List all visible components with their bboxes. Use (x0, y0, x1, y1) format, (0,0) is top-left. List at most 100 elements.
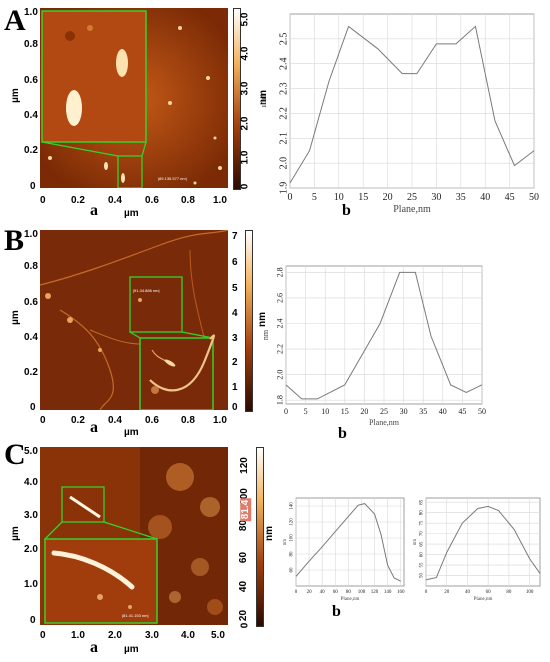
profile-chart-c2: 0 20 40 60 80 100 50 55 60 65 70 75 80 85 Plane,nm nm (410, 490, 546, 602)
colorbar-tick: 20 (238, 609, 250, 622)
y-tick: 0 (30, 402, 36, 413)
x-tick: 5.0 (211, 630, 225, 641)
y-tick: 4.0 (24, 477, 38, 488)
x-tick-label: 120 (371, 590, 379, 595)
x-tick-label: 0 (288, 192, 293, 203)
x-tick-label: 45 (505, 192, 515, 203)
colorbar-tick: 3.0 (239, 81, 251, 96)
x-tick-label: 20 (383, 192, 393, 203)
x-tick-label: 10 (321, 407, 329, 416)
sub-label-a-a: a (90, 202, 98, 219)
afm-image-b: |91.34.886 nm| (40, 230, 228, 410)
profile-line (285, 271, 483, 400)
afm-inset-a (41, 10, 147, 143)
colorbar-tick: 60 (238, 551, 250, 564)
y-unit-a: µm (9, 88, 21, 103)
colorbar-tick: 40 (238, 580, 250, 593)
colorbar-tick: 4 (232, 308, 238, 319)
x-axis-label: Plane,nm (341, 597, 360, 602)
x-axis-label: Plane,nm (393, 204, 431, 215)
x-tick-label: 50 (529, 192, 539, 203)
x-tick-label: 20 (444, 590, 450, 595)
y-axis-label: nm (262, 94, 269, 107)
y-unit-b: µm (9, 310, 21, 325)
x-tick-label: 25 (407, 192, 417, 203)
colorbar-tick: 4.0 (239, 46, 251, 61)
afm-image-a: |89.135.577 nm| (40, 8, 228, 188)
x-tick-label: 5 (304, 407, 308, 416)
x-tick-label: 160 (397, 590, 405, 595)
colorbar-marker-c: 81.4 (240, 497, 252, 522)
y-tick-label: 55 (420, 562, 425, 568)
colorbar-tick: 0 (239, 622, 251, 629)
x-axis-label: Plane,nm (474, 597, 493, 602)
afm-inset-c: |81.41.153 nm| (44, 538, 158, 624)
y-tick: 0.6 (24, 297, 38, 308)
colorbar-tick: 1 (232, 382, 238, 393)
y-tick-label: 2.3 (278, 82, 289, 95)
afm-image-c: |81.41.153 nm| (40, 447, 228, 625)
colorbar-tick: 6 (232, 257, 238, 268)
x-tick-label: 5 (312, 192, 317, 203)
y-tick-label: 60 (290, 567, 295, 573)
x-unit-b: µm (124, 427, 139, 438)
colorbar-a (233, 8, 241, 190)
y-tick-label: 2.6 (275, 293, 284, 303)
y-tick: 3.0 (24, 510, 38, 521)
x-tick-label: 60 (486, 590, 492, 595)
colorbar-tick: 0 (232, 402, 238, 413)
y-tick: 0.2 (24, 145, 38, 156)
colorbar-tick: 5 (232, 283, 238, 294)
x-tick-label: 15 (358, 192, 368, 203)
y-unit-c: µm (9, 526, 21, 541)
x-tick-label: 0 (295, 590, 298, 595)
sub-label-a-c: a (90, 639, 98, 656)
x-tick-label: 0 (284, 407, 288, 416)
panel-letter-c-main: C (4, 438, 26, 471)
y-tick: 0.4 (24, 332, 38, 343)
x-tick-label: 20 (307, 590, 313, 595)
y-tick-label: 1.9 (278, 182, 289, 195)
x-unit-c: µm (124, 644, 139, 655)
x-tick-label: 60 (333, 590, 339, 595)
colorbar-tick: 2.0 (239, 116, 251, 131)
sub-label-b-a: b (342, 202, 351, 219)
y-tick-label: 2.1 (278, 132, 289, 145)
y-tick-label: 2.5 (278, 33, 289, 46)
y-tick: 2.0 (24, 544, 38, 555)
y-axis-label: nm (262, 329, 270, 340)
colorbar-tick: 5.0 (239, 12, 251, 27)
plot-area (425, 497, 541, 587)
y-tick-label: 80 (420, 510, 425, 516)
x-tick: 0.8 (181, 415, 195, 426)
x-tick: 1.0 (213, 415, 227, 426)
y-tick-label: 120 (290, 518, 295, 526)
x-tick-label: 80 (346, 590, 352, 595)
y-tick-label: 70 (420, 531, 425, 537)
y-tick-label: 80 (290, 551, 295, 557)
profile-chart-a: 0 5 10 15 20 25 30 35 40 45 50 1.9 2.0 2.1 2.2 2.3 2.4 2.… (258, 6, 546, 220)
x-tick-label: 40 (480, 192, 490, 203)
x-tick: 2.0 (108, 630, 122, 641)
y-tick: 0.8 (24, 261, 38, 272)
y-tick: 0 (30, 615, 36, 626)
x-tick-label: 45 (458, 407, 466, 416)
y-tick-label: 2.0 (275, 370, 284, 380)
x-tick: 0 (40, 415, 46, 426)
afm-inset-b (139, 334, 215, 410)
panel-letter-a-main: A (4, 4, 26, 37)
y-tick: 1.0 (24, 579, 38, 590)
y-tick-label: 2.0 (278, 157, 289, 170)
y-tick-label: 50 (420, 573, 425, 579)
y-tick-label: 75 (420, 520, 425, 526)
y-tick: 0 (30, 181, 36, 192)
profile-line (295, 503, 401, 582)
x-tick-label: 20 (360, 407, 368, 416)
svg-text:|89.135.577 nm|: |89.135.577 nm| (158, 176, 187, 181)
y-tick: 0.8 (24, 39, 38, 50)
x-tick-label: 10 (334, 192, 344, 203)
y-tick-label: 60 (420, 552, 425, 558)
y-tick-label: 140 (290, 502, 295, 510)
svg-text:|81.41.153 nm|: |81.41.153 nm| (122, 613, 149, 618)
y-tick-label: 65 (420, 541, 425, 547)
